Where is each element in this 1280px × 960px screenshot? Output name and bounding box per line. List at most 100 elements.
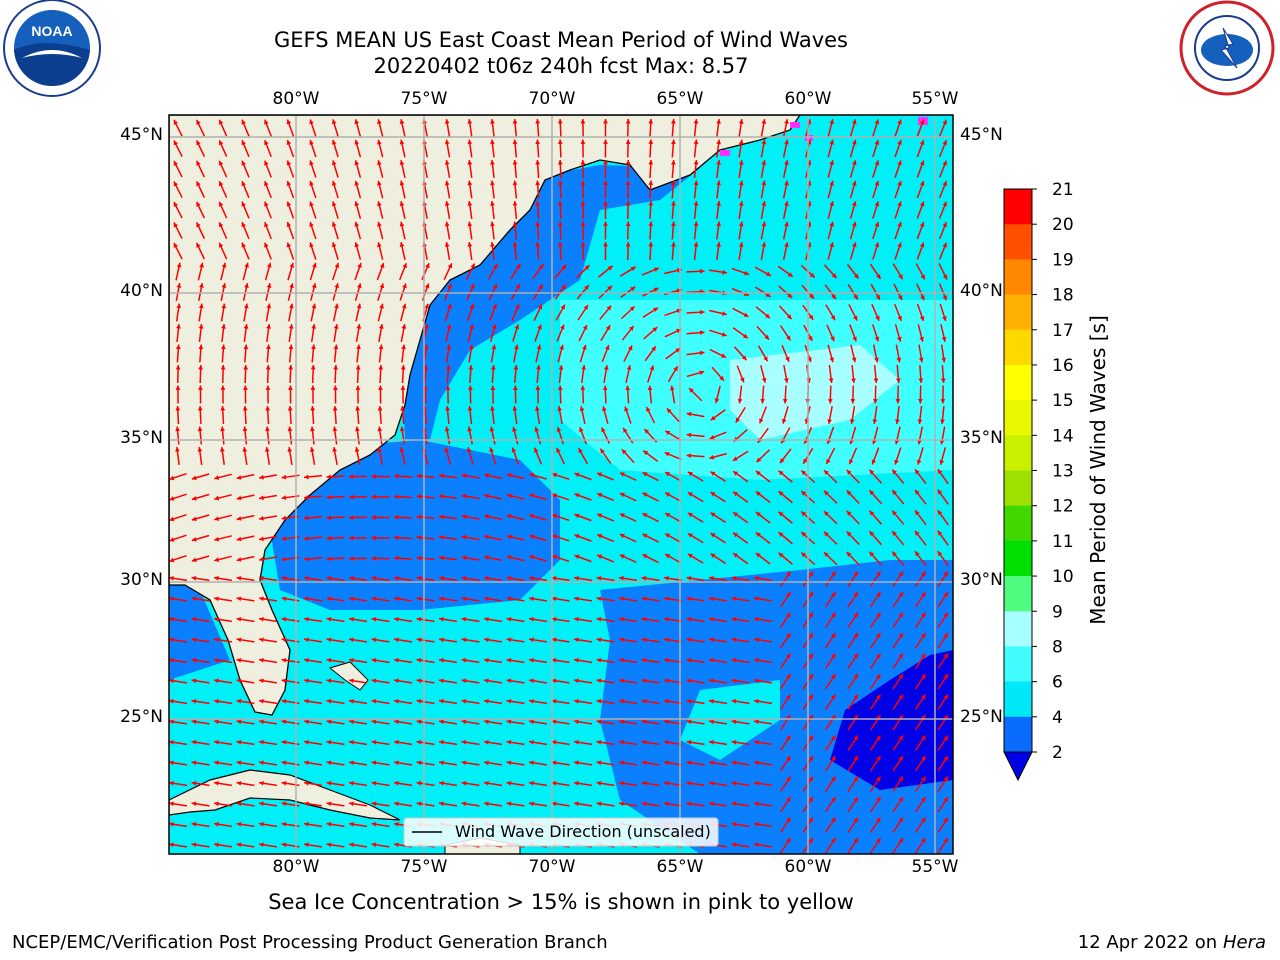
wind-arrow-head — [709, 637, 714, 643]
wind-arrow-head — [709, 698, 714, 704]
wind-arrow-head — [943, 837, 948, 843]
colorbar-tick-label: 8 — [1052, 637, 1063, 657]
wind-arrow-head — [876, 632, 881, 638]
wind-arrow-head — [304, 556, 309, 562]
wind-arrow-head — [535, 221, 541, 227]
wind-arrow-head — [236, 536, 242, 542]
wind-arrow-head — [853, 571, 858, 577]
wind-arrow-head — [943, 735, 948, 741]
wind-arrow-head — [919, 140, 925, 146]
wind-arrow-head — [735, 417, 741, 423]
wind-arrow-head — [169, 760, 174, 766]
wind-arrow-head — [942, 160, 947, 166]
wind-arrow-head — [551, 760, 557, 766]
wind-arrow-head — [304, 474, 309, 480]
lat-label-left: 30°N — [120, 570, 163, 590]
wind-arrow-head — [349, 719, 354, 725]
wind-arrow-head — [876, 673, 881, 679]
wind-arrow-head — [915, 551, 920, 557]
ocean-zone-gulf — [169, 580, 230, 680]
wind-arrow-head — [689, 388, 694, 393]
wind-arrow-head — [755, 553, 761, 558]
wind-arrow-head — [221, 324, 226, 329]
wind-arrow-head — [484, 780, 489, 786]
wind-arrow-head — [355, 385, 361, 390]
wind-arrow-head — [259, 556, 264, 562]
wind-arrow-head — [664, 739, 669, 745]
wind-arrow-head — [710, 533, 716, 538]
wind-arrow-head — [693, 180, 699, 186]
wind-arrow-head — [574, 698, 579, 704]
wind-arrow-head — [763, 356, 768, 362]
wind-arrow-head — [394, 616, 399, 622]
wind-arrow-head — [394, 719, 399, 725]
wind-arrow-head — [624, 406, 629, 412]
wind-arrow-head — [754, 801, 759, 807]
wind-arrow-head — [377, 201, 382, 207]
wind-arrow-head — [304, 575, 309, 581]
wind-arrow-head — [491, 324, 497, 330]
wind-arrow-head — [831, 817, 836, 823]
wind-arrow-head — [333, 324, 339, 329]
wind-arrow-head — [869, 531, 875, 537]
wind-arrow-head — [731, 780, 737, 786]
wind-arrow-head — [731, 719, 737, 725]
wind-arrow-head — [626, 365, 632, 371]
wind-arrow-head — [600, 448, 605, 454]
wind-arrow-head — [921, 673, 926, 679]
wind-arrow-head — [898, 817, 903, 823]
colorbar-segment — [1004, 224, 1032, 260]
wind-arrow-head — [349, 575, 354, 581]
wind-arrow-head — [583, 304, 588, 310]
wind-arrow-head — [304, 637, 309, 643]
wind-arrow-head — [809, 293, 815, 299]
wind-arrow-head — [311, 283, 317, 289]
wind-arrow-head — [574, 760, 579, 766]
wind-arrow-head — [619, 801, 624, 807]
map-plot-area — [169, 115, 953, 854]
wind-arrow-head — [754, 657, 759, 663]
wind-arrow-head — [827, 419, 832, 424]
wind-arrow-head — [686, 657, 692, 663]
wind-arrow-head — [551, 678, 557, 684]
wind-arrow-head — [778, 511, 784, 517]
wind-arrow-head — [371, 494, 376, 500]
wind-arrow-head — [259, 698, 264, 704]
wind-arrow-head — [311, 324, 317, 329]
wind-arrow-head — [470, 263, 475, 269]
wind-arrow-head — [743, 312, 749, 317]
wind-arrow-head — [892, 531, 897, 536]
wind-arrow-head — [506, 678, 512, 684]
wind-arrow-head — [416, 555, 422, 561]
wind-arrow-head — [557, 180, 563, 185]
wind-arrow-head — [334, 283, 340, 289]
wind-arrow-head — [241, 160, 246, 166]
wind-arrow-head — [917, 419, 923, 424]
wind-arrow-head — [241, 119, 246, 125]
wind-arrow-head — [801, 552, 807, 558]
wind-arrow-head — [221, 303, 227, 309]
wind-arrow-head — [731, 637, 737, 643]
wind-arrow-head — [416, 616, 422, 622]
wind-arrow-head — [625, 139, 631, 144]
wind-arrow-head — [648, 160, 654, 165]
wind-arrow-head — [286, 242, 292, 248]
wind-arrow-head — [402, 263, 407, 269]
wind-arrow-head — [191, 698, 197, 704]
wind-arrow-head — [461, 719, 467, 725]
colorbar-tick-label: 2 — [1052, 743, 1063, 763]
wind-arrow-head — [738, 139, 744, 145]
wind-arrow-head — [529, 596, 534, 602]
wind-arrow-head — [786, 796, 791, 802]
wind-arrow-head — [333, 365, 339, 370]
wind-arrow-head — [719, 375, 724, 381]
wind-arrow-head — [304, 678, 309, 684]
wind-arrow-head — [236, 719, 242, 725]
wind-arrow-head — [529, 801, 534, 807]
wind-arrow-head — [761, 119, 767, 124]
wind-arrow-head — [686, 575, 692, 581]
wind-arrow-head — [874, 160, 880, 166]
colorbar-segment — [1004, 540, 1032, 577]
wind-arrow-head — [173, 201, 179, 207]
wind-arrow-head — [561, 284, 566, 290]
